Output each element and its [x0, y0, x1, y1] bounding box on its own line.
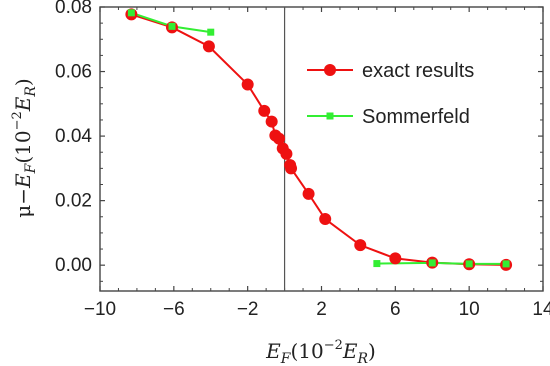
legend-exact-label: exact results: [362, 60, 474, 82]
y-tick-label: 0.02: [55, 191, 92, 212]
y-tick-label: 0.04: [55, 126, 92, 147]
legend-exact-marker: [324, 64, 336, 76]
x-tick-label: 6: [390, 299, 401, 320]
exact-results-point: [202, 40, 215, 53]
exact-results-line: [131, 13, 507, 266]
sommerfeld-point: [168, 22, 176, 30]
legend-sommerfeld-marker: [326, 112, 334, 120]
x-axis-label: EF(10−2ER): [265, 338, 376, 366]
exact-results-point: [354, 239, 367, 252]
x-tick-label: −2: [237, 299, 259, 320]
sommerfeld-point: [465, 260, 473, 268]
exact-results-point: [265, 115, 278, 128]
sommerfeld-point: [127, 9, 135, 17]
exact-results-point: [285, 162, 298, 175]
exact-results-point: [258, 104, 271, 117]
x-tick-label: 2: [316, 299, 327, 320]
plot-frame: [99, 6, 544, 292]
x-tick-label: 10: [459, 299, 480, 320]
y-tick-label: 0.08: [55, 0, 92, 18]
x-tick-label: −6: [163, 299, 185, 320]
exact-results-point: [241, 78, 254, 91]
exact-results-point: [273, 132, 286, 145]
y-tick-label: 0.06: [55, 62, 92, 83]
exact-results-point: [280, 147, 293, 160]
exact-results-point: [389, 252, 402, 265]
exact-results-point: [319, 213, 332, 226]
sommerfeld-point: [502, 260, 510, 268]
sommerfeld-line: [376, 261, 507, 265]
x-tick-label: −10: [84, 299, 116, 320]
sommerfeld-point: [207, 28, 215, 36]
legend-sommerfeld-label: Sommerfeld: [362, 106, 470, 128]
x-tick-label: 14: [532, 299, 550, 320]
sommerfeld-point: [373, 260, 381, 268]
y-tick-label: 0.00: [55, 255, 92, 276]
exact-results-point: [302, 187, 315, 200]
sommerfeld-point: [428, 259, 436, 267]
y-axis-label: μ−EF(10−2ER): [10, 78, 39, 218]
